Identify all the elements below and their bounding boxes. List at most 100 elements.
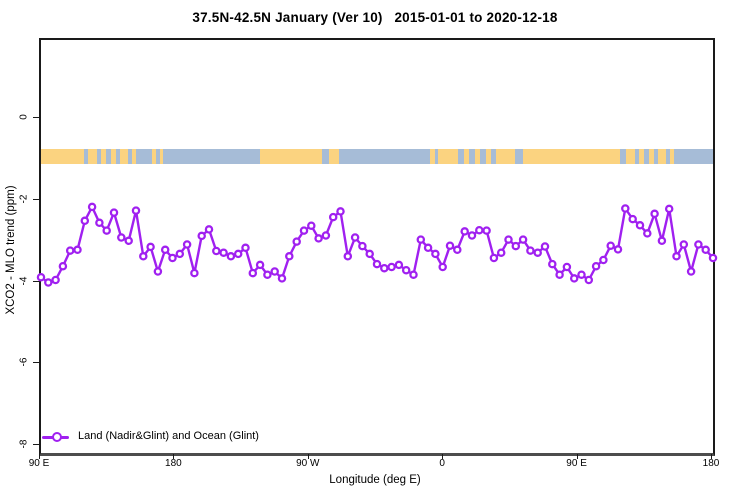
map-band-segment-ocean: [136, 149, 152, 164]
series-marker: [36, 272, 46, 282]
map-band-segment-land: [658, 149, 666, 164]
map-band-segment-land: [160, 149, 163, 164]
series-marker: [664, 204, 674, 214]
series-marker: [219, 248, 228, 257]
map-band-segment-land: [41, 149, 84, 164]
y-tick-mark: [33, 280, 39, 282]
series-marker: [526, 246, 535, 255]
series-marker: [657, 236, 667, 246]
series-marker: [380, 263, 389, 273]
map-band-segment-ocean: [480, 149, 486, 164]
map-band-segment-land: [260, 149, 323, 164]
series-marker: [555, 270, 564, 279]
series-marker: [438, 262, 447, 272]
map-band-segment-ocean: [322, 149, 329, 164]
series-marker: [569, 274, 579, 283]
series-marker: [453, 245, 462, 255]
series-marker: [343, 252, 353, 261]
y-tick-mark: [33, 198, 39, 200]
series-marker: [80, 216, 90, 226]
series-marker: [504, 235, 513, 244]
series-marker: [460, 227, 469, 236]
map-band-segment-ocean: [128, 149, 132, 164]
series-marker: [694, 240, 703, 249]
series-marker: [197, 231, 206, 241]
x-axis-label: Longitude (deg E): [329, 474, 421, 486]
y-tick-mark: [33, 444, 39, 445]
x-tick-mark: [576, 454, 578, 459]
series-marker: [212, 246, 221, 256]
series-marker: [548, 259, 557, 269]
series-marker: [409, 270, 418, 279]
x-tick-label: 90 W: [296, 458, 320, 469]
series-marker: [467, 231, 477, 240]
series-marker: [73, 245, 82, 255]
series-marker: [190, 268, 199, 278]
series-marker: [599, 255, 608, 265]
series-marker: [394, 260, 404, 270]
series-marker: [95, 218, 104, 228]
x-tick-mark: [173, 454, 175, 459]
x-tick-label: 90 E: [28, 458, 50, 469]
series-marker: [248, 268, 258, 278]
series-marker: [109, 208, 119, 217]
map-band-segment-ocean: [457, 149, 465, 164]
series-marker: [650, 209, 659, 219]
series-marker: [358, 241, 367, 251]
series-marker: [518, 235, 528, 244]
series-marker: [613, 245, 623, 254]
map-band-segment-land: [152, 149, 156, 164]
map-band-segment-ocean: [674, 149, 713, 164]
y-tick-mark: [33, 117, 39, 118]
map-band-segment-ocean: [666, 149, 670, 164]
series-marker: [65, 246, 75, 255]
series-marker: [540, 242, 550, 251]
x-tick-mark: [307, 454, 309, 459]
series-marker: [204, 225, 214, 234]
series-marker: [643, 229, 652, 238]
map-band-segment-land: [464, 149, 469, 164]
series-marker: [336, 207, 345, 216]
map-band-segment-ocean: [155, 149, 160, 164]
series-marker: [285, 252, 294, 261]
map-band-segment-land: [120, 149, 128, 164]
legend-label: Land (Nadir&Glint) and Ocean (Glint): [78, 430, 259, 442]
series-marker: [533, 248, 542, 257]
series-marker: [233, 249, 243, 259]
x-tick-mark: [39, 454, 40, 459]
map-band-segment-ocean: [115, 149, 121, 164]
chart-title: 37.5N-42.5N January (Ver 10) 2015-01-01 …: [192, 10, 558, 25]
y-tick-label: -6: [18, 357, 30, 367]
map-band-segment-ocean: [84, 149, 88, 164]
series-marker: [292, 237, 301, 246]
series-marker: [277, 274, 287, 283]
series-marker: [146, 242, 155, 252]
series-marker: [131, 206, 141, 215]
map-band-segment-ocean: [490, 149, 496, 164]
map-band-segment-ocean: [339, 149, 431, 164]
series-marker: [307, 221, 316, 230]
series-marker: [255, 260, 265, 270]
series-marker: [672, 252, 681, 261]
series-marker: [606, 241, 615, 250]
series-marker: [562, 262, 572, 272]
map-band-segment-ocean: [634, 149, 639, 164]
map-band-segment-land: [496, 149, 516, 164]
series-marker: [577, 270, 586, 279]
x-tick-label: 180: [165, 458, 182, 469]
map-band-segment-ocean: [619, 149, 626, 164]
series-marker: [314, 234, 323, 243]
series-marker: [628, 214, 637, 224]
map-band-segment-ocean: [96, 149, 101, 164]
series-marker: [160, 245, 170, 255]
x-tick-label: 90 E: [566, 458, 587, 469]
map-band-segment-ocean: [105, 149, 111, 164]
series-marker: [270, 267, 279, 276]
series-marker: [263, 270, 272, 279]
series-marker: [635, 221, 645, 230]
x-tick-mark: [711, 454, 712, 459]
map-band-segment-land: [438, 149, 458, 164]
y-tick-mark: [33, 362, 39, 364]
series-marker: [153, 267, 163, 276]
y-tick-label: 0: [18, 114, 30, 120]
